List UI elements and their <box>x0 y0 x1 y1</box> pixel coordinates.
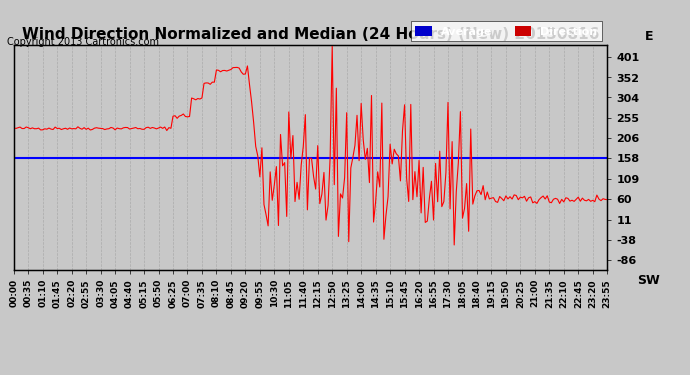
Title: Wind Direction Normalized and Median (24 Hours) (New) 20130816: Wind Direction Normalized and Median (24… <box>22 27 599 42</box>
Text: Copyright 2013 Cartronics.com: Copyright 2013 Cartronics.com <box>7 37 159 47</box>
Legend: Average, Direction: Average, Direction <box>411 21 602 41</box>
Text: SW: SW <box>638 274 660 288</box>
Text: E: E <box>644 30 653 43</box>
